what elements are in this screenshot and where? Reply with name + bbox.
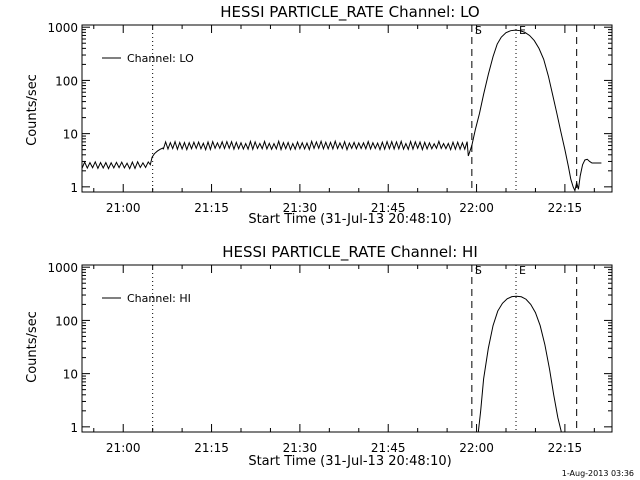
chart-lo-ytick-label: 1000	[47, 21, 78, 35]
chart-lo-marker-label: S	[475, 24, 482, 37]
chart-lo-xtick-label: 21:45	[371, 201, 406, 215]
chart-hi-xlabel: Start Time (31-Jul-13 20:48:10)	[248, 454, 451, 469]
chart-hi-xtick-label: 22:15	[548, 441, 583, 455]
chart-hi-marker-label: S	[475, 264, 482, 277]
chart-hi-marker-label: E	[519, 264, 526, 277]
chart-lo-ytick-label: 100	[55, 74, 78, 88]
chart-lo-xtick-label: 21:15	[194, 201, 229, 215]
chart-lo-xtick-label: 22:15	[548, 201, 583, 215]
chart-hi-ytick-label: 1000	[47, 261, 78, 275]
chart-lo-ylabel: Counts/sec	[25, 74, 40, 146]
chart-hi-ylabel: Counts/sec	[25, 311, 40, 383]
chart-lo-xtick-label: 21:30	[283, 201, 318, 215]
chart-lo-xtick-label: 22:00	[459, 201, 494, 215]
chart-hi-ytick-label: 100	[55, 314, 78, 328]
chart-hi-xtick-label: 22:00	[459, 441, 494, 455]
chart-hi-ytick-label: 1	[70, 421, 78, 435]
chart-hi-xtick-label: 21:15	[194, 441, 229, 455]
chart-hi-xtick-label: 21:00	[106, 441, 141, 455]
chart-lo-series-line	[82, 29, 602, 192]
chart-lo-ytick-label: 10	[63, 128, 78, 142]
chart-hi-series-line	[477, 295, 562, 432]
chart-hi-xtick-label: 21:45	[371, 441, 406, 455]
chart-hi-plot-area: 21:00 21:15 21:30 21:45 22:00 22:15 1 10 100 1000…	[47, 261, 613, 455]
chart-hi-legend-label: Channel: HI	[127, 292, 191, 305]
chart-hi-ytick-label: 10	[63, 368, 78, 382]
chart-lo-xtick-label: 21:00	[106, 201, 141, 215]
chart-hi: HESSI PARTICLE_RATE Channel: HI Start Ti…	[25, 243, 613, 469]
chart-lo-legend-label: Channel: LO	[127, 52, 194, 65]
chart-lo-title: HESSI PARTICLE_RATE Channel: LO	[220, 3, 479, 22]
chart-lo-xlabel: Start Time (31-Jul-13 20:48:10)	[248, 212, 451, 227]
chart-hi-xtick-label: 21:30	[283, 441, 318, 455]
footer-timestamp: 1-Aug-2013 03:36	[562, 469, 634, 478]
chart-lo-ytick-label: 1	[70, 181, 78, 195]
chart-lo-marker-label: E	[519, 24, 526, 37]
chart-lo: HESSI PARTICLE_RATE Channel: LO Start Ti…	[25, 3, 613, 227]
chart-hi-title: HESSI PARTICLE_RATE Channel: HI	[222, 243, 478, 262]
chart-lo-plot-area: 21:00 21:15 21:30 21:45 22:00 22:15 1 10 100 1000…	[47, 21, 613, 215]
